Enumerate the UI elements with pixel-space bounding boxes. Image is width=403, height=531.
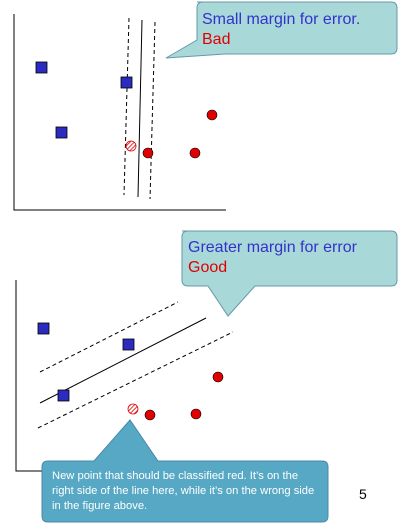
top-callout-bubble [165,1,398,59]
bottom-callout-bubble [41,419,329,523]
top-decision-line [137,19,143,198]
top-red-circle [142,147,154,159]
mid-callout-text: Greater margin for error Good [188,238,357,278]
mid-callout-line2: Good [188,259,228,276]
bottom-blue-square [122,338,135,351]
top-margin-line-right [149,21,156,200]
bottom-plot [15,280,236,472]
top-blue-square [55,126,68,139]
bottom-margin-line-upper [39,301,179,373]
page-number: 5 [359,486,367,502]
bottom-new-point-hatched [127,403,139,415]
bottom-callout-text: New point that should be classified red.… [52,470,315,512]
bottom-blue-square [37,322,50,335]
bottom-red-circle [212,371,224,383]
bottom-red-circle [190,408,202,420]
top-callout-line1: Small margin for error. [202,11,361,28]
bottom-blue-square [57,389,70,402]
top-callout-text: Small margin for error. Bad [202,10,360,50]
top-red-circle [189,147,201,159]
top-blue-square [35,61,48,74]
top-margin-line-left [123,17,130,196]
top-red-circle [206,109,218,121]
bottom-decision-line [39,317,207,404]
top-plot-axes [13,14,226,211]
mid-callout-line1: Greater margin for error [188,239,357,256]
top-callout-line2: Bad [202,31,231,48]
top-plot [13,14,226,211]
bottom-margin-line-lower [37,331,234,429]
mid-callout-bubble [181,230,398,317]
top-blue-square [120,76,133,89]
bottom-red-circle [144,409,156,421]
top-new-point-hatched [125,140,137,152]
